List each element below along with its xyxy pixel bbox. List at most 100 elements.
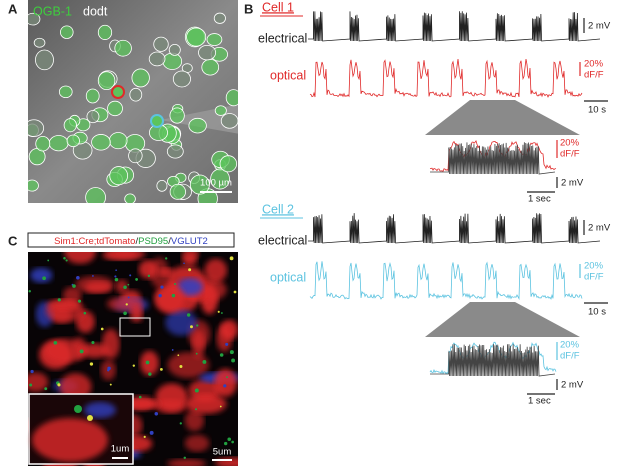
cell <box>206 33 223 46</box>
zoom-box <box>119 317 151 337</box>
stain-blob <box>101 328 120 360</box>
puncta <box>195 352 198 355</box>
puncta <box>87 415 93 421</box>
stain-blob <box>185 393 227 414</box>
trace-label: optical <box>270 270 306 284</box>
cell <box>63 118 77 133</box>
stain-layer <box>28 252 238 466</box>
cell <box>58 85 73 99</box>
scale-label: 2 mV <box>561 178 584 189</box>
stain-blob <box>75 275 114 293</box>
cell <box>28 119 45 137</box>
puncta <box>227 437 232 442</box>
optical-trace <box>309 261 583 301</box>
stain-blob <box>184 409 205 432</box>
puncta <box>171 349 174 351</box>
puncta <box>220 312 223 314</box>
puncta <box>226 376 228 378</box>
stain-blob <box>115 279 129 294</box>
stain-blob <box>182 252 200 259</box>
stain-label: OGB-1 <box>33 4 72 18</box>
puncta <box>223 384 227 388</box>
stain-blob <box>32 418 108 462</box>
legend-box <box>27 232 235 248</box>
legend-entry: VGLUT2 <box>171 236 208 247</box>
stain-blob <box>138 259 158 279</box>
stain-blob <box>106 296 143 312</box>
puncta <box>177 354 180 357</box>
puncta <box>28 289 31 293</box>
cell <box>213 12 226 24</box>
puncta <box>114 275 117 278</box>
cell <box>124 193 136 203</box>
cell <box>35 136 51 152</box>
cell <box>188 117 207 134</box>
puncta <box>219 405 222 408</box>
puncta <box>195 408 198 411</box>
puncta <box>138 395 142 399</box>
cell <box>189 174 210 195</box>
cell-name: Cell 2 <box>262 202 294 216</box>
scale-label: dF/F <box>584 70 604 81</box>
scale-label: 2 mV <box>588 21 611 32</box>
cell <box>128 148 143 164</box>
puncta <box>179 422 182 425</box>
cell <box>109 166 129 186</box>
puncta <box>29 383 33 387</box>
cell <box>186 27 207 47</box>
panel-label: C <box>8 233 18 248</box>
stain-blob <box>47 299 81 311</box>
puncta <box>174 282 176 285</box>
puncta <box>83 311 87 315</box>
recorded-cell <box>150 114 164 128</box>
stain-blob <box>167 352 210 379</box>
puncta <box>44 387 48 391</box>
puncta <box>115 269 118 272</box>
cell <box>214 105 227 116</box>
puncta <box>89 362 94 366</box>
scale-label: dF/F <box>560 351 580 362</box>
cell <box>225 89 238 107</box>
puncta <box>79 349 84 354</box>
puncta <box>186 313 191 317</box>
scale-label: 2 mV <box>588 223 611 234</box>
puncta <box>159 367 163 371</box>
cell <box>86 110 100 124</box>
puncta <box>154 412 159 416</box>
legend: Sim1:Cre;tdTomato/PSD95/VGLUT2 <box>54 236 208 247</box>
legend-entry: / <box>168 236 171 247</box>
puncta <box>229 256 234 261</box>
puncta <box>196 324 199 327</box>
cell <box>28 179 39 192</box>
panel-label: A <box>8 1 18 16</box>
scale-label: 10 s <box>588 105 606 116</box>
puncta <box>63 257 66 260</box>
puncta <box>179 365 183 369</box>
inset-stain <box>32 402 116 462</box>
trace-label: electrical <box>258 233 307 247</box>
puncta <box>76 276 80 280</box>
scale-label: 20% <box>584 59 604 70</box>
scale-label: 100 µm <box>200 178 232 189</box>
trace-label: optical <box>270 68 306 82</box>
puncta <box>233 290 237 294</box>
scale-label: dF/F <box>560 149 580 160</box>
electrical-trace <box>308 11 601 42</box>
stain-blob <box>84 402 116 418</box>
stain-blob <box>216 324 233 352</box>
optical-trace <box>429 139 557 173</box>
puncta <box>224 441 228 446</box>
puncta <box>219 353 224 357</box>
puncta <box>145 360 150 365</box>
puncta <box>217 310 220 313</box>
stain-blob <box>28 372 49 392</box>
puncta <box>42 276 46 281</box>
stain-blob <box>154 283 185 313</box>
scale-label: 20% <box>584 261 604 272</box>
cell <box>107 100 123 117</box>
cell <box>60 25 74 39</box>
optical-trace <box>429 341 557 375</box>
scale-label: 20% <box>560 138 580 149</box>
